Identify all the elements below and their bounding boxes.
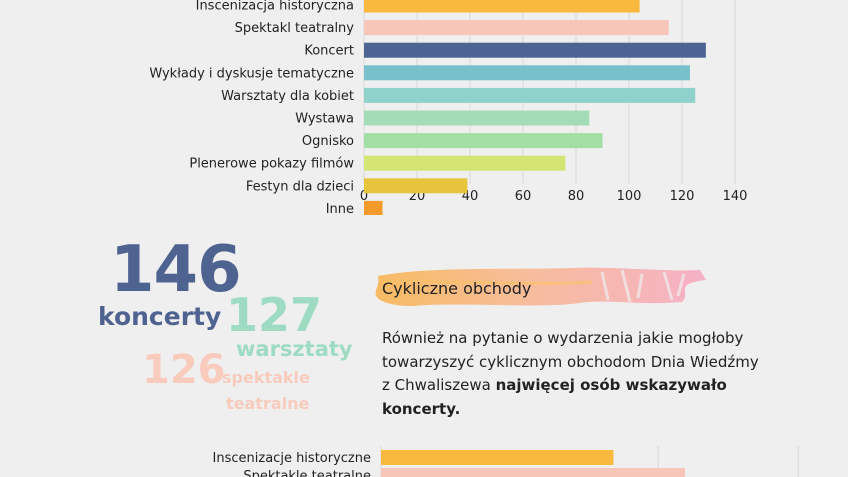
- x-tick-label: 60: [515, 189, 532, 204]
- category-label: Warsztaty dla kobiet: [221, 89, 354, 104]
- stat-label-theatre-line2: teatralne: [226, 394, 310, 413]
- paragraph-bold-text: najwięcej osób wskazywało koncerty.: [382, 376, 727, 418]
- category-label: Plenerowe pokazy filmów: [189, 157, 354, 172]
- category-label: Spektakle teatralne: [243, 469, 371, 477]
- stat-number-workshops: 127: [226, 288, 323, 342]
- stat-number-theatre: 126: [142, 347, 226, 393]
- bar: [364, 110, 590, 126]
- bar: [364, 87, 696, 103]
- section-paragraph: Również na pytanie o wydarzenia jakie mo…: [382, 327, 762, 421]
- x-tick-label: 120: [670, 189, 695, 204]
- category-label: Inne: [326, 202, 354, 215]
- bar: [364, 178, 468, 194]
- category-label: Wykłady i dyskusje tematyczne: [149, 66, 354, 81]
- stat-label-workshops: warsztaty: [236, 337, 353, 361]
- bar: [381, 468, 685, 477]
- stat-number-concerts: 146: [110, 233, 242, 307]
- bar: [364, 133, 603, 149]
- x-tick-label: 0: [360, 189, 368, 204]
- bar: [381, 450, 614, 465]
- brush-stroke-decoration: [375, 267, 706, 306]
- category-label: Spektakl teatralny: [235, 21, 355, 36]
- bar: [364, 65, 690, 81]
- bar: [364, 200, 383, 215]
- category-label: Festyn dla dzieci: [246, 179, 354, 194]
- x-tick-label: 80: [568, 189, 585, 204]
- category-label: Inscenizacje historyczne: [213, 451, 371, 466]
- stat-label-concerts: koncerty: [98, 302, 222, 331]
- category-label: Ognisko: [302, 134, 354, 149]
- x-tick-label: 140: [723, 189, 748, 204]
- category-label: Wystawa: [295, 112, 354, 127]
- category-label: Inscenizacja historyczna: [196, 0, 354, 14]
- section-heading: Cykliczne obchody: [382, 279, 532, 298]
- paragraph-text: Również na pytanie o wydarzenia jakie mo…: [382, 329, 759, 394]
- bar: [364, 42, 706, 58]
- bar: [364, 155, 566, 171]
- category-label: Koncert: [304, 44, 354, 59]
- bar: [364, 20, 669, 36]
- bar: [364, 0, 640, 13]
- x-tick-label: 100: [617, 189, 642, 204]
- stat-label-theatre-line1: spektakle: [222, 368, 310, 387]
